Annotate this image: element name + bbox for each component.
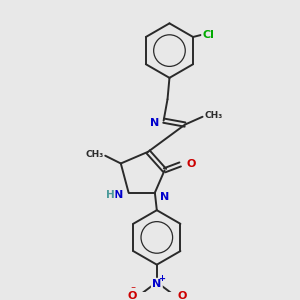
Text: ⁻: ⁻	[130, 285, 135, 295]
Text: +: +	[158, 274, 165, 283]
Text: H: H	[106, 190, 115, 200]
Text: O: O	[177, 291, 187, 300]
Text: O: O	[187, 159, 196, 170]
Text: N: N	[149, 118, 159, 128]
Text: O: O	[127, 291, 136, 300]
Text: N: N	[113, 190, 123, 200]
Text: N: N	[152, 279, 161, 289]
Text: CH₃: CH₃	[205, 111, 223, 120]
Text: CH₃: CH₃	[85, 150, 103, 159]
Text: Cl: Cl	[203, 30, 214, 40]
Text: N: N	[160, 192, 169, 202]
